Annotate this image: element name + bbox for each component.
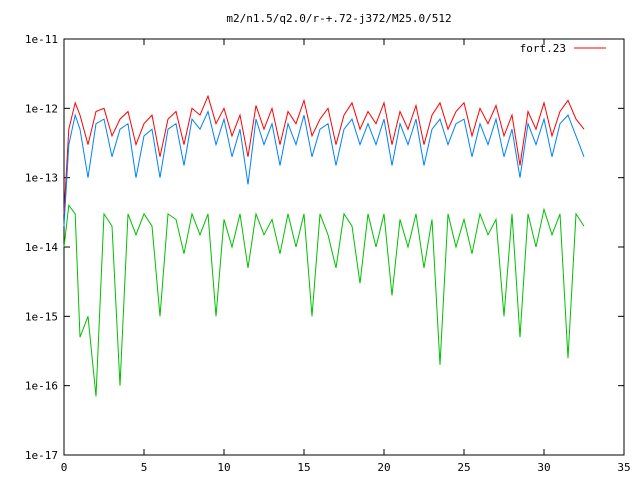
- series-line-0: [63, 94, 585, 214]
- legend-label: fort.23: [520, 42, 566, 55]
- y-tick-label: 1e-11: [25, 33, 58, 46]
- series-line-2: [63, 203, 585, 397]
- x-tick-label: 35: [617, 461, 630, 474]
- x-tick-label: 0: [61, 461, 68, 474]
- y-tick-label: 1e-13: [25, 172, 58, 185]
- y-tick-label: 1e-16: [25, 380, 58, 393]
- y-tick-label: 1e-17: [25, 449, 58, 462]
- y-tick-label: 1e-15: [25, 310, 58, 323]
- x-tick-label: 10: [217, 461, 230, 474]
- x-tick-label: 25: [457, 461, 470, 474]
- x-axis: 0 5 10 15 20 25 30 35: [61, 39, 631, 474]
- y-tick-label: 1e-12: [25, 102, 58, 115]
- y-axis: 1e-17 1e-16 1e-15 1e-14 1e-13 1e-12 1e-11: [25, 33, 624, 462]
- x-tick-label: 20: [377, 461, 390, 474]
- legend: fort.23: [520, 42, 606, 55]
- chart-title: m2/n1.5/q2.0/r-+.72-j372/M25.0/512: [226, 12, 451, 25]
- x-tick-label: 5: [141, 461, 148, 474]
- y-tick-label: 1e-14: [25, 241, 58, 254]
- series-line-1: [63, 109, 585, 227]
- x-tick-label: 15: [297, 461, 310, 474]
- series-layer: [63, 94, 585, 397]
- plot-frame: [63, 38, 625, 456]
- x-tick-label: 30: [537, 461, 550, 474]
